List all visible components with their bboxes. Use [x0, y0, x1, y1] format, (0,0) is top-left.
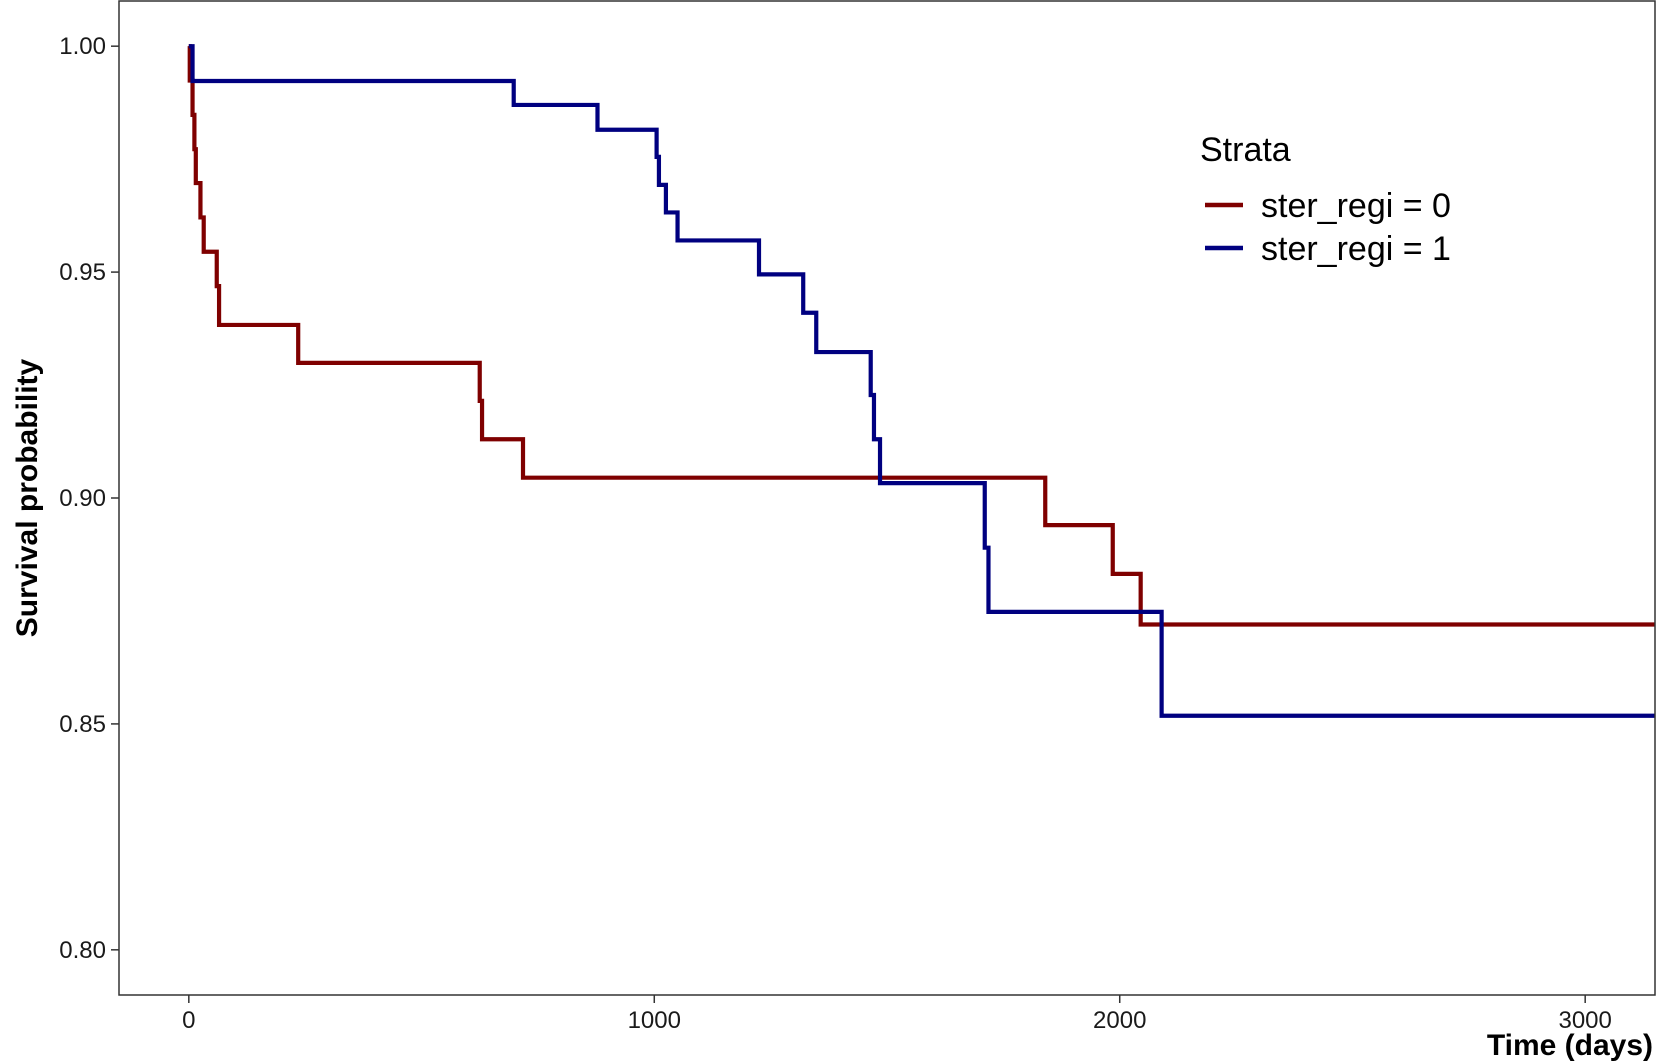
y-tick-label: 1.00	[59, 33, 106, 60]
y-tick-label: 0.90	[59, 485, 106, 512]
series-layer	[187, 44, 1655, 718]
x-axis: 0 1000 2000 3000	[182, 995, 1612, 1034]
legend: Strata ster_regi = 0 ster_regi = 1	[1200, 131, 1451, 268]
series-line-1	[188, 44, 1655, 718]
legend-title: Strata	[1200, 131, 1291, 169]
y-tick-label: 0.95	[59, 259, 106, 286]
x-tick-label: 3000	[1558, 1007, 1611, 1034]
x-tick-label: 0	[182, 1007, 195, 1034]
x-axis-title: Time (days)	[1487, 1029, 1653, 1062]
y-tick-label: 0.80	[59, 937, 106, 964]
y-tick-label: 0.85	[59, 711, 106, 738]
x-tick-label: 1000	[628, 1007, 681, 1034]
series-line-0	[187, 44, 1655, 627]
y-axis: 0.80 0.85 0.90 0.95 1.00	[59, 33, 119, 964]
legend-label-1: ster_regi = 1	[1261, 230, 1451, 268]
y-axis-title: Survival probability	[11, 358, 44, 637]
x-tick-label: 2000	[1093, 1007, 1146, 1034]
legend-label-0: ster_regi = 0	[1261, 187, 1451, 225]
